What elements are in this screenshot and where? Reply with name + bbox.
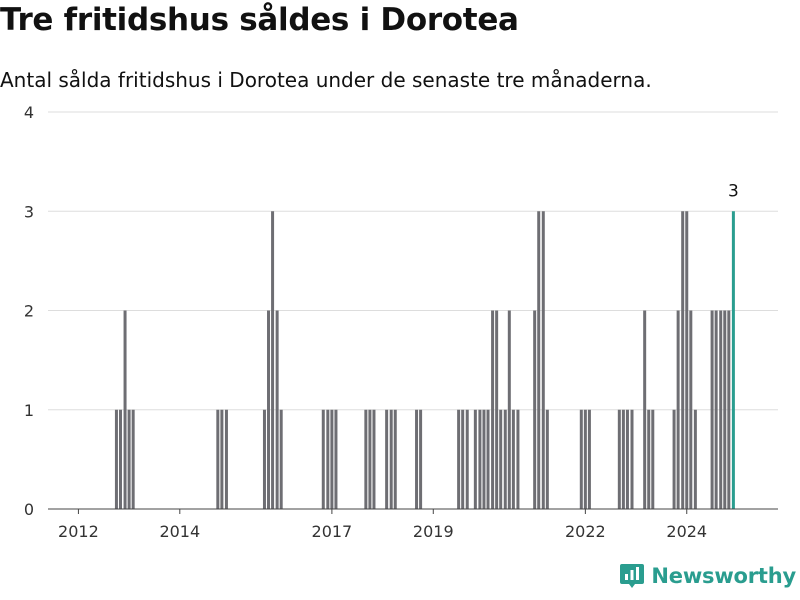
bar — [516, 409, 520, 509]
bar — [491, 310, 495, 509]
bar — [482, 409, 486, 509]
bar — [719, 310, 723, 509]
x-tick-label: 2024 — [666, 522, 707, 541]
brand-logo: Newsworthy — [619, 562, 796, 590]
bar — [541, 211, 545, 509]
bar — [326, 409, 330, 509]
chart-title: Tre fritidshus såldes i Dorotea — [0, 2, 519, 38]
bar — [507, 310, 511, 509]
bar — [710, 310, 714, 509]
bar — [545, 409, 549, 509]
bar — [499, 409, 503, 509]
gridlines — [48, 111, 778, 411]
bar — [672, 409, 676, 509]
bar — [630, 409, 634, 509]
y-tick-label: 3 — [24, 202, 34, 221]
bar — [279, 409, 283, 509]
bar — [334, 409, 338, 509]
bar — [473, 409, 477, 509]
bar — [372, 409, 376, 509]
y-tick-label: 2 — [24, 302, 34, 321]
bar — [364, 409, 368, 509]
bar — [693, 409, 697, 509]
bar — [216, 409, 220, 509]
bar — [131, 409, 135, 509]
bar — [368, 409, 372, 509]
bar — [647, 409, 651, 509]
chart-subtitle: Antal sålda fritidshus i Dorotea under d… — [0, 68, 652, 92]
x-tick-label: 2012 — [58, 522, 99, 541]
data-labels: 3 — [728, 181, 739, 201]
bar — [457, 409, 461, 509]
bar — [681, 211, 685, 509]
bar — [621, 409, 625, 509]
x-tick-label: 2014 — [159, 522, 200, 541]
bar — [617, 409, 621, 509]
bar — [651, 409, 655, 509]
bar — [714, 310, 718, 509]
y-tick-label: 0 — [24, 500, 34, 519]
bar — [727, 310, 731, 509]
bar — [689, 310, 693, 509]
bar — [271, 211, 275, 509]
bar — [533, 310, 537, 509]
bar — [676, 310, 680, 509]
bar — [127, 409, 131, 509]
y-tick-label: 1 — [24, 401, 34, 420]
data-label: 3 — [728, 181, 739, 201]
bar — [389, 409, 393, 509]
x-tick-label: 2017 — [312, 522, 353, 541]
bar — [511, 409, 515, 509]
y-axis-labels: 0 1 2 3 4 — [24, 103, 34, 519]
bar — [579, 409, 583, 509]
bar — [415, 409, 419, 509]
bar — [537, 211, 541, 509]
bar — [486, 409, 490, 509]
bar — [118, 409, 122, 509]
bar — [123, 310, 127, 509]
bar — [220, 409, 224, 509]
bar — [267, 310, 271, 509]
bar — [419, 409, 423, 509]
bar — [587, 409, 591, 509]
bar — [275, 310, 279, 509]
bar — [625, 409, 629, 509]
bar — [465, 409, 469, 509]
y-tick-label: 4 — [24, 103, 34, 122]
bar — [385, 409, 389, 509]
bar — [461, 409, 465, 509]
x-tick-label: 2019 — [413, 522, 454, 541]
bar — [393, 409, 397, 509]
brand-name: Newsworthy — [651, 564, 796, 588]
bars — [114, 211, 735, 509]
newsworthy-logo-icon — [620, 564, 645, 588]
bar — [114, 409, 118, 509]
bar — [478, 409, 482, 509]
bar — [321, 409, 325, 509]
bar — [643, 310, 647, 509]
bar — [723, 310, 727, 509]
bar — [583, 409, 587, 509]
bar — [224, 409, 228, 509]
bar — [495, 310, 499, 509]
bar — [262, 409, 266, 509]
x-tick-label: 2022 — [565, 522, 606, 541]
bar-latest — [731, 211, 735, 509]
bar — [330, 409, 334, 509]
bar — [685, 211, 689, 509]
x-axis-labels: 2012 2014 2017 2019 2022 2024 — [58, 509, 707, 541]
bar — [503, 409, 507, 509]
